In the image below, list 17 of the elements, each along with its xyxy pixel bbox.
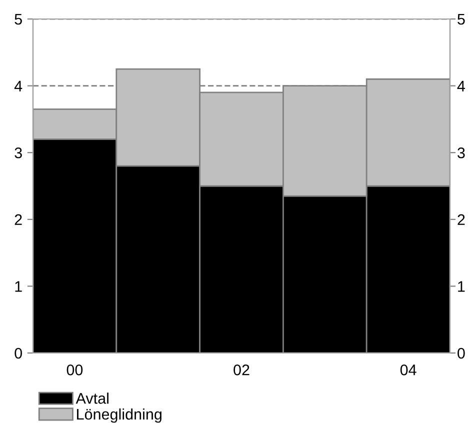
y-tick-label: 4 [14, 80, 22, 92]
y-tick-label: 5 [14, 14, 22, 25]
x-tick-label: 04 [400, 364, 416, 376]
y2-tick-label: 0 [458, 348, 465, 359]
legend-label: Avtal [76, 392, 108, 404]
y2-tick-label: 4 [457, 80, 465, 92]
y-tick-label: 1 [15, 281, 22, 292]
y-tick-label: 3 [14, 147, 22, 158]
y-tick-label: 0 [14, 348, 22, 359]
y2-tick-label: 2 [458, 214, 465, 225]
y2-tick-label: 5 [458, 14, 465, 25]
legend-label: Löneglidning [77, 408, 162, 423]
x-tick-label: 02 [234, 364, 250, 376]
x-tick-label: 00 [66, 364, 83, 376]
y2-tick-label: 1 [458, 281, 465, 292]
y2-tick-label: 3 [458, 147, 465, 158]
y-tick-label: 2 [14, 214, 22, 225]
